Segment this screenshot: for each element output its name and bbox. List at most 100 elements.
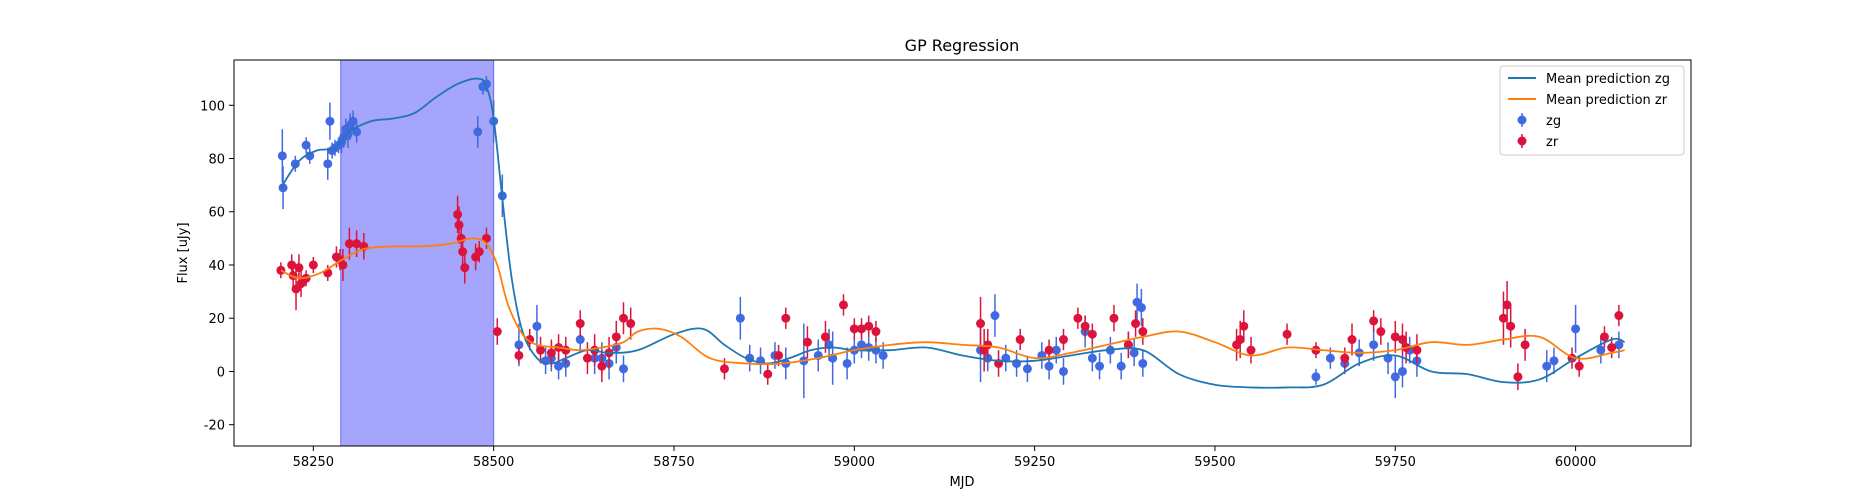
data-point [1131, 319, 1141, 329]
data-point [597, 361, 607, 371]
plot-frame [233, 59, 1692, 447]
data-point [582, 353, 592, 363]
data-point [532, 321, 542, 331]
data-point [301, 140, 311, 150]
data-point [1044, 345, 1054, 355]
data-point [1012, 358, 1022, 368]
data-point [1129, 348, 1139, 358]
data-point [802, 337, 812, 347]
data-point [453, 209, 463, 219]
data-point [492, 327, 502, 337]
data-point [1095, 361, 1105, 371]
data-point [774, 350, 784, 360]
x-axis-label: MJD [949, 475, 974, 490]
y-tick-label: 60 [208, 206, 225, 221]
legend-box [1499, 65, 1685, 156]
data-point [1549, 356, 1559, 366]
y-tick-label: 0 [217, 365, 225, 380]
data-point [325, 116, 335, 126]
data-point [575, 319, 585, 329]
data-point [719, 364, 729, 374]
data-point [514, 350, 524, 360]
data-point [1369, 316, 1379, 326]
data-point [546, 348, 556, 358]
data-point [1051, 345, 1061, 355]
data-point [618, 364, 628, 374]
data-point [857, 340, 867, 350]
data-point [857, 324, 867, 334]
legend: Mean prediction zg Mean prediction zr zg… [1499, 65, 1685, 156]
data-point [1109, 313, 1119, 323]
data-point [277, 151, 287, 161]
data-point [1116, 361, 1126, 371]
x-tick-label: 58750 [653, 455, 694, 470]
data-point [348, 116, 358, 126]
legend-swatch-zr-points [1517, 134, 1527, 148]
data-point [1614, 340, 1624, 350]
data-point [1058, 335, 1068, 345]
data-point [514, 340, 524, 350]
data-point [1311, 372, 1321, 382]
data-point [1123, 340, 1133, 350]
data-point [1506, 321, 1516, 331]
data-point [1044, 361, 1054, 371]
data-point [454, 220, 464, 230]
data-point [864, 321, 874, 331]
data-point [460, 263, 470, 273]
series-line-mean-prediction-zr [280, 237, 1625, 366]
data-point [1376, 327, 1386, 337]
data-point [305, 151, 315, 161]
data-point [1235, 335, 1245, 345]
legend-label-zg-line: Mean prediction zg [1546, 72, 1670, 87]
data-point [1015, 335, 1025, 345]
data-point [838, 300, 848, 310]
y-tick-label: 100 [200, 99, 225, 114]
data-point [1087, 353, 1097, 363]
data-point [308, 260, 318, 270]
x-tick-label: 60000 [1555, 455, 1596, 470]
data-point [1369, 340, 1379, 350]
data-point [1390, 372, 1400, 382]
data-point [352, 239, 362, 249]
data-point [781, 313, 791, 323]
data-point [536, 345, 546, 355]
plot-area: 58250 58500 58750 59000 59250 59500 59750 60000… [200, 59, 1692, 470]
data-point [323, 159, 333, 169]
data-point [1340, 353, 1350, 363]
data-point [278, 183, 288, 193]
data-point [1325, 353, 1335, 363]
legend-swatch-zg-points [1517, 113, 1527, 127]
data-point [1390, 332, 1400, 342]
y-axis: -20 0 20 40 60 80 100 [200, 99, 234, 434]
data-point [1073, 313, 1083, 323]
data-point [1596, 345, 1606, 355]
data-point [1513, 372, 1523, 382]
data-point [1282, 329, 1292, 339]
data-point [763, 369, 773, 379]
chart-title: GP Regression [905, 36, 1020, 55]
data-point [820, 332, 830, 342]
y-tick-label: -20 [204, 419, 225, 434]
data-point [849, 324, 859, 334]
data-point [611, 332, 621, 342]
data-point [1498, 313, 1508, 323]
x-tick-label: 59500 [1194, 455, 1235, 470]
y-tick-label: 20 [208, 312, 225, 327]
data-point [1087, 329, 1097, 339]
data-point [1138, 358, 1148, 368]
data-point [1022, 364, 1032, 374]
data-point [871, 327, 881, 337]
data-point [1412, 345, 1422, 355]
data-point [1607, 343, 1617, 353]
series-zr-points [276, 195, 1624, 391]
data-point [561, 345, 571, 355]
data-point [976, 319, 986, 329]
data-point [1397, 366, 1407, 376]
data-point [338, 260, 348, 270]
data-point [1080, 321, 1090, 331]
x-tick-label: 59750 [1375, 455, 1416, 470]
data-point [473, 127, 483, 137]
data-point [554, 361, 564, 371]
data-point [1502, 300, 1512, 310]
data-point [878, 350, 888, 360]
